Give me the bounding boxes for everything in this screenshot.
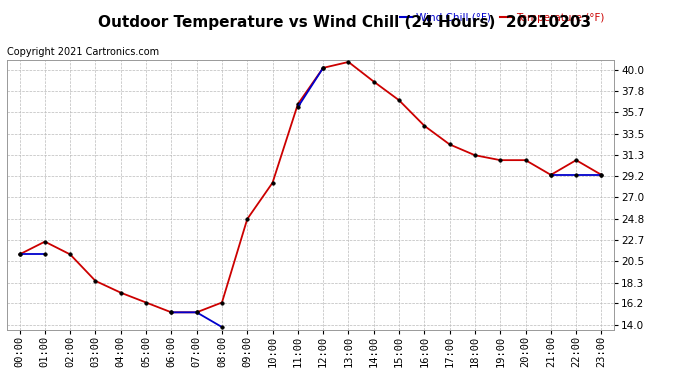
Text: Copyright 2021 Cartronics.com: Copyright 2021 Cartronics.com — [7, 47, 159, 57]
Text: Outdoor Temperature vs Wind Chill (24 Hours)  20210203: Outdoor Temperature vs Wind Chill (24 Ho… — [99, 15, 591, 30]
Legend: Wind Chill (°F), Temperature (°F): Wind Chill (°F), Temperature (°F) — [395, 9, 609, 27]
